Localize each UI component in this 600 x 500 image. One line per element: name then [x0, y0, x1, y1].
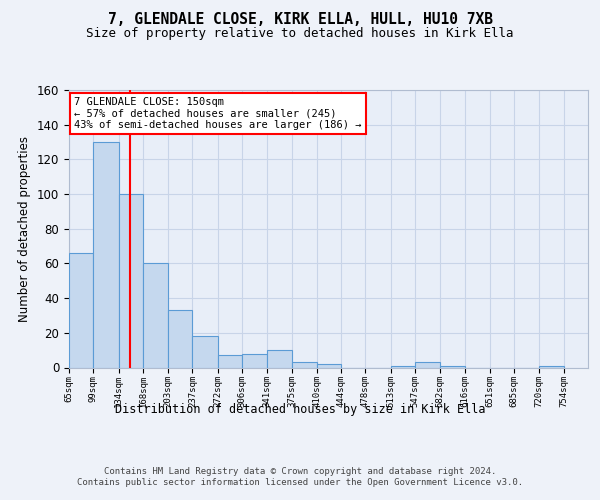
Text: 7, GLENDALE CLOSE, KIRK ELLA, HULL, HU10 7XB: 7, GLENDALE CLOSE, KIRK ELLA, HULL, HU10…	[107, 12, 493, 28]
Bar	[267, 350, 292, 368]
Bar	[218, 356, 242, 368]
Y-axis label: Number of detached properties: Number of detached properties	[19, 136, 31, 322]
Text: Contains HM Land Registry data © Crown copyright and database right 2024.
Contai: Contains HM Land Registry data © Crown c…	[77, 468, 523, 487]
Text: Size of property relative to detached houses in Kirk Ella: Size of property relative to detached ho…	[86, 28, 514, 40]
Bar	[539, 366, 563, 368]
Text: 7 GLENDALE CLOSE: 150sqm
← 57% of detached houses are smaller (245)
43% of semi-: 7 GLENDALE CLOSE: 150sqm ← 57% of detach…	[74, 97, 362, 130]
Bar	[292, 362, 317, 368]
Bar	[317, 364, 341, 368]
Bar	[119, 194, 143, 368]
Bar	[94, 142, 119, 368]
Bar	[242, 354, 267, 368]
Text: Distribution of detached houses by size in Kirk Ella: Distribution of detached houses by size …	[115, 402, 485, 415]
Bar	[391, 366, 415, 368]
Bar	[193, 336, 218, 368]
Bar	[440, 366, 464, 368]
Bar	[415, 362, 440, 368]
Bar	[69, 253, 94, 368]
Bar	[143, 264, 168, 368]
Bar	[168, 310, 193, 368]
